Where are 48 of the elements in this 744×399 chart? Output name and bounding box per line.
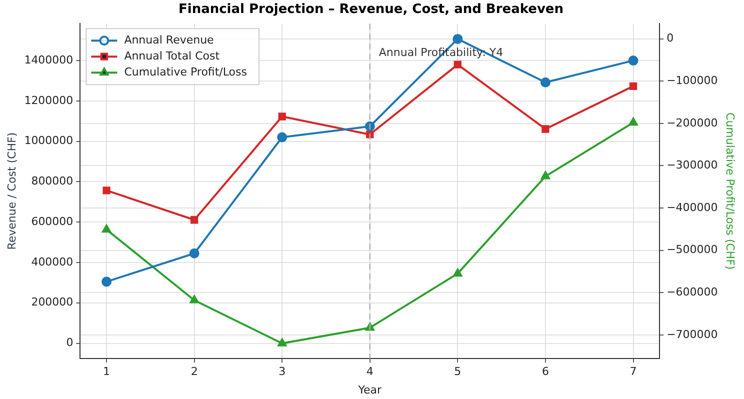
- y-axis-title: Revenue / Cost (CHF): [5, 132, 18, 250]
- legend-label: Annual Total Cost: [124, 49, 220, 62]
- point: [541, 171, 550, 180]
- point: [278, 338, 287, 346]
- y2-tick-label: −100000: [666, 74, 718, 87]
- y2-tick-label: −200000: [666, 116, 718, 130]
- point: [189, 248, 200, 258]
- x-axis-title: Year: [357, 383, 382, 396]
- legend-label: Cumulative Profit/Loss: [124, 65, 248, 78]
- x-tick-label: 1: [103, 365, 110, 378]
- point: [540, 77, 550, 88]
- point: [452, 34, 463, 44]
- y2-tick-label: −600000: [666, 285, 718, 298]
- y-tick-label: 0: [66, 336, 74, 350]
- point: [628, 56, 638, 66]
- y-tick-label: 1400000: [24, 53, 74, 66]
- y-tick-label: 1200000: [24, 94, 74, 107]
- y2-tick-label: −300000: [666, 158, 718, 172]
- y-tick-label: 600000: [31, 214, 74, 228]
- x-tick-label: 7: [630, 365, 637, 378]
- y2-tick-label: 0: [666, 32, 674, 45]
- y-tick-label: 800000: [31, 174, 74, 188]
- x-tick-label: 2: [190, 365, 198, 378]
- point: [628, 118, 638, 126]
- legend-label: Annual Revenue: [124, 33, 214, 46]
- point: [277, 132, 288, 142]
- x-tick-label: 5: [454, 365, 462, 378]
- x-tick-label: 4: [366, 365, 374, 378]
- point: [542, 125, 550, 133]
- y-tick-label: 1000000: [24, 134, 74, 148]
- y-tick-label: 200000: [31, 296, 74, 309]
- point: [102, 224, 111, 233]
- point: [454, 60, 462, 68]
- y2-axis-title: Cumulative Profit/Loss (CHF): [724, 112, 737, 270]
- point: [453, 268, 462, 277]
- y-tick-label: 400000: [31, 255, 74, 268]
- x-tick-label: 3: [278, 365, 286, 378]
- chart-title: Financial Projection – Revenue, Cost, and Breakeven: [178, 2, 564, 18]
- point: [629, 82, 638, 90]
- point: [102, 276, 112, 287]
- point: [190, 216, 198, 224]
- point: [278, 112, 286, 120]
- y2-tick-label: −700000: [666, 328, 718, 341]
- y2-tick-label: −400000: [666, 200, 718, 214]
- y2-tick-label: −500000: [666, 243, 718, 256]
- x-tick-label: 6: [542, 365, 549, 378]
- point: [102, 186, 110, 194]
- point: [190, 295, 199, 304]
